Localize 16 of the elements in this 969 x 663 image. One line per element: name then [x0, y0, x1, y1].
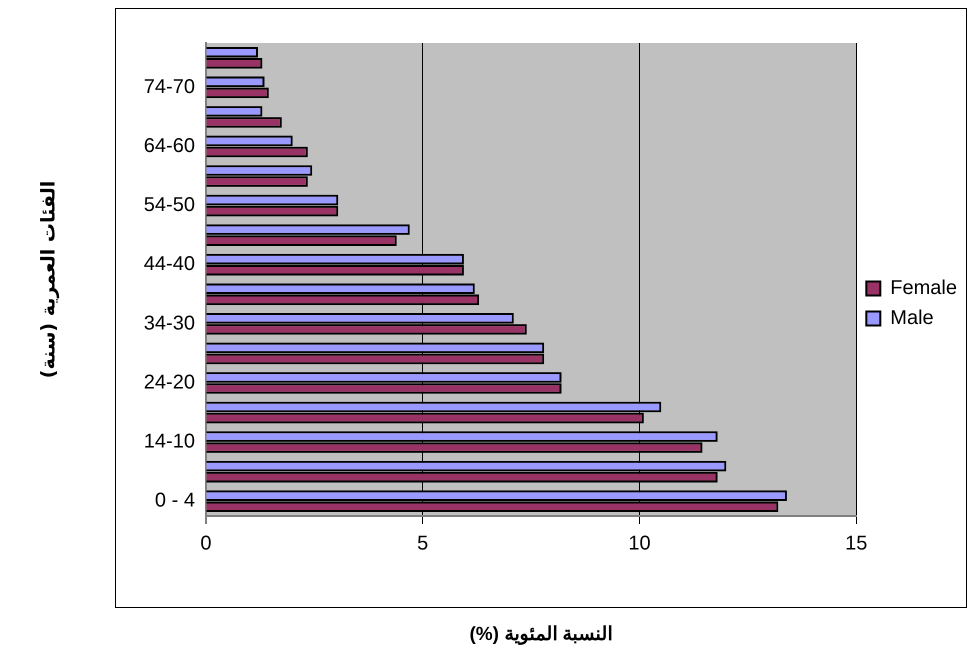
- y-tick-label: 74-70: [144, 76, 195, 98]
- y-tick-label: 24-20: [144, 371, 195, 394]
- x-tick-label: 0: [200, 532, 212, 555]
- x-tick-label: 15: [845, 532, 868, 555]
- y-tick-label: 44-40: [144, 253, 195, 276]
- y-tick-label: 34-30: [144, 312, 195, 334]
- y-tick-label: 0 - 4: [154, 490, 195, 512]
- x-tick-label: 10: [628, 532, 651, 555]
- y-axis-title: الفئات العمرية (سنة): [37, 180, 60, 378]
- x-axis-title: النسبة المئوية (%): [468, 623, 614, 646]
- y-tick-label: 64-60: [144, 134, 195, 157]
- legend-label: Male: [890, 307, 934, 330]
- y-tick-label: 14-10: [144, 430, 195, 453]
- y-tick-label: 54-50: [144, 194, 195, 216]
- x-tick-label: 5: [417, 532, 428, 555]
- legend-label: Female: [890, 277, 958, 300]
